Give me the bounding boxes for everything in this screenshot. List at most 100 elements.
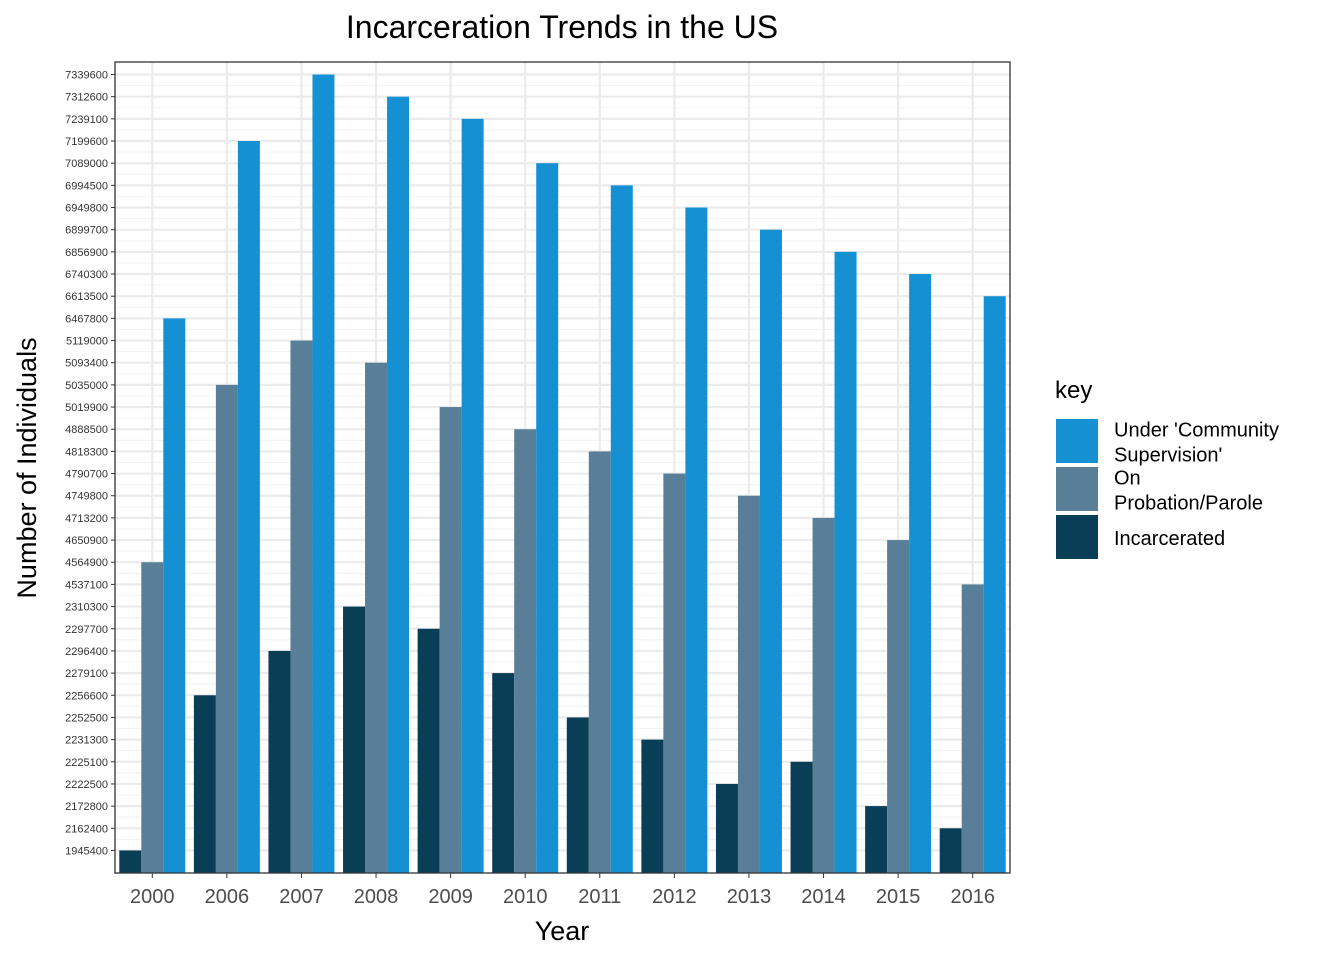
- legend-label: Probation/Parole: [1114, 493, 1263, 515]
- y-tick-label: 4537100: [65, 579, 108, 591]
- y-tick-label: 4564900: [65, 557, 108, 569]
- bar-on-probation-parole-2010: [514, 429, 537, 873]
- bar-under-community-supervision-2000: [163, 318, 186, 873]
- y-tick-label: 2225100: [65, 757, 108, 769]
- bar-incarcerated-2009: [417, 628, 440, 873]
- y-tick-label: 2256600: [65, 690, 108, 702]
- y-tick-label: 2310300: [65, 602, 108, 614]
- x-tick-label: 2008: [354, 886, 399, 908]
- y-tick-label: 7312600: [65, 92, 108, 104]
- y-tick-label: 6613500: [65, 291, 108, 303]
- y-tick-label: 5119000: [66, 336, 108, 348]
- y-tick-label: 2231300: [65, 735, 108, 747]
- y-tick-label: 5093400: [65, 358, 108, 370]
- x-tick-label: 2014: [801, 886, 846, 908]
- bar-under-community-supervision-2009: [461, 118, 484, 874]
- y-tick-label: 4888500: [65, 424, 108, 436]
- y-tick-label: 6994500: [65, 180, 108, 192]
- bar-on-probation-parole-2015: [887, 540, 910, 873]
- x-tick-label: 2013: [727, 886, 772, 908]
- x-tick-label: 2006: [205, 886, 250, 908]
- bar-on-probation-parole-2013: [737, 495, 760, 873]
- legend: Under 'Community Supervision'On Probation/…: [1056, 419, 1279, 559]
- legend-label: Incarcerated: [1114, 528, 1225, 550]
- y-tick-label: 4713200: [65, 513, 108, 525]
- x-tick-label: 2015: [876, 886, 921, 908]
- y-tick-label: 2252500: [65, 712, 108, 724]
- bar-incarcerated-2016: [939, 828, 962, 873]
- x-tick-label: 2007: [279, 886, 324, 908]
- y-axis-ticks: 1945400 2162400 2172800 2222500 2225100 22313…: [65, 70, 115, 857]
- bar-under-community-supervision-2015: [909, 274, 932, 873]
- bar-on-probation-parole-2000: [141, 562, 164, 873]
- bar-under-community-supervision-2007: [312, 74, 335, 873]
- bar-under-community-supervision-2013: [759, 229, 782, 873]
- x-tick-label: 2000: [130, 886, 175, 908]
- y-tick-label: 6740300: [65, 269, 108, 281]
- y-tick-label: 2297700: [65, 624, 108, 636]
- bars: [119, 74, 1006, 874]
- y-tick-label: 5019900: [65, 402, 108, 414]
- bar-under-community-supervision-2012: [685, 207, 708, 873]
- y-tick-label: 2279100: [65, 668, 108, 680]
- bar-on-probation-parole-2016: [961, 584, 984, 873]
- y-tick-label: 6467800: [65, 313, 108, 325]
- y-tick-label: 6949800: [65, 203, 108, 215]
- bar-incarcerated-2014: [790, 761, 813, 873]
- y-tick-label: 7089000: [65, 158, 108, 170]
- x-tick-label: 2010: [503, 886, 548, 908]
- x-axis-title: Year: [535, 916, 590, 946]
- bar-on-probation-parole-2012: [663, 473, 686, 873]
- legend-label: On: [1114, 468, 1141, 490]
- legend-label: Under 'Community: [1114, 420, 1279, 442]
- y-tick-label: 6899700: [65, 225, 108, 237]
- x-tick-label: 2009: [428, 886, 473, 908]
- y-tick-label: 4749800: [65, 491, 108, 503]
- bar-on-probation-parole-2007: [290, 340, 313, 873]
- legend-key: [1056, 467, 1098, 511]
- y-tick-label: 2162400: [65, 823, 108, 835]
- bar-under-community-supervision-2008: [387, 96, 410, 874]
- bar-under-community-supervision-2010: [536, 163, 559, 873]
- y-tick-label: 2222500: [65, 779, 108, 791]
- bar-incarcerated-2000: [119, 850, 142, 873]
- bar-on-probation-parole-2009: [439, 407, 462, 873]
- y-tick-label: 5035000: [65, 380, 108, 392]
- y-tick-label: 1945400: [65, 845, 108, 857]
- bar-under-community-supervision-2016: [983, 296, 1006, 873]
- y-tick-label: 2172800: [65, 801, 108, 813]
- y-tick-label: 7339600: [65, 70, 108, 82]
- y-tick-label: 4790700: [65, 469, 108, 481]
- bar-under-community-supervision-2006: [237, 141, 260, 873]
- y-tick-label: 7239100: [65, 114, 108, 126]
- x-axis-ticks: 2000 2006 2007 2008 2009 2010 2011 2012 2013 2014…: [130, 873, 995, 908]
- bar-on-probation-parole-2006: [215, 384, 238, 873]
- x-tick-label: 2012: [652, 886, 697, 908]
- bar-on-probation-parole-2011: [588, 451, 611, 873]
- bar-on-probation-parole-2008: [365, 362, 388, 873]
- y-tick-label: 4818300: [65, 446, 108, 458]
- y-axis-title: Number of Individuals: [12, 337, 42, 598]
- x-tick-label: 2011: [578, 886, 621, 908]
- bar-incarcerated-2011: [566, 717, 589, 873]
- y-tick-label: 4650900: [65, 535, 108, 547]
- bar-incarcerated-2015: [865, 806, 888, 873]
- y-tick-label: 7199600: [65, 136, 108, 148]
- legend-label: Supervision': [1114, 445, 1222, 467]
- chart-title: Incarceration Trends in the US: [346, 9, 778, 45]
- legend-title: key: [1055, 377, 1092, 404]
- bar-incarcerated-2012: [641, 739, 664, 873]
- bar-under-community-supervision-2011: [610, 185, 633, 874]
- bar-incarcerated-2006: [193, 695, 216, 873]
- bar-on-probation-parole-2014: [812, 517, 835, 873]
- bar-under-community-supervision-2014: [834, 251, 857, 874]
- y-tick-label: 2296400: [65, 646, 108, 658]
- plot-panel-border: [114, 61, 1011, 874]
- legend-key: [1056, 515, 1098, 559]
- legend-key: [1056, 419, 1098, 463]
- bar-incarcerated-2010: [492, 673, 515, 873]
- bar-incarcerated-2008: [343, 606, 366, 873]
- bar-incarcerated-2013: [715, 783, 738, 873]
- y-tick-label: 6856900: [65, 247, 108, 259]
